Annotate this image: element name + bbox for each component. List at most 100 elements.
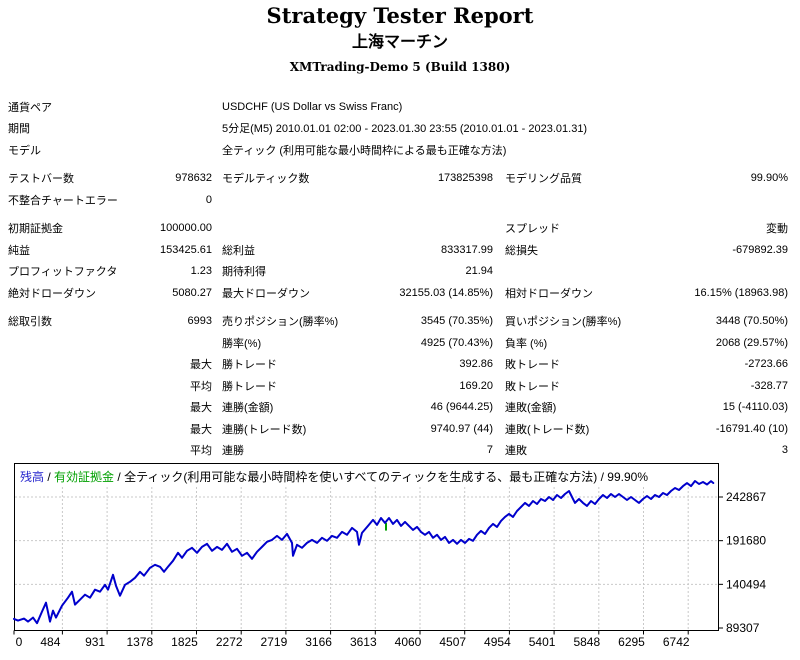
maxdrawdown-label: 最大ドローダウン: [222, 287, 310, 300]
x-axis-label: 3613: [350, 635, 377, 649]
legend-model-label: 全ティック(利用可能な最小時間枠を使いすべてのティックを生成する、最も正確な方法…: [124, 470, 648, 484]
spread-label: スプレッド: [505, 223, 560, 236]
bars-label: テストバー数: [8, 173, 74, 186]
grossprofit-value: 833317.99: [441, 243, 493, 256]
maxconwin-value: 46 (9644.25): [430, 401, 493, 414]
symbol-label: 通貨ペア: [8, 101, 52, 114]
chart-border: [14, 463, 719, 631]
page-title: Strategy Tester Report: [266, 3, 534, 28]
avgloss-value: -328.77: [750, 379, 788, 392]
x-axis-label: 2272: [216, 635, 243, 649]
avgconloss-value: 3: [781, 444, 788, 457]
largest-prefix: 最大: [190, 359, 212, 372]
avgwin-label: 勝トレード: [222, 380, 277, 393]
winrate-label: 勝率(%): [222, 337, 262, 350]
x-axis-label: 4507: [439, 635, 466, 649]
lossrate-label: 負率 (%): [505, 337, 548, 350]
shortpos-label: 売りポジション(勝率%): [222, 316, 339, 329]
avgconloss-label: 連敗: [505, 445, 527, 458]
period-label: 期間: [8, 123, 30, 136]
avgloss-label: 敗トレード: [505, 380, 560, 393]
chart-legend: 残高 / 有効証拠金 / 全ティック(利用可能な最小時間枠を使いすべてのティック…: [20, 468, 648, 485]
x-axis-label: 1378: [126, 635, 153, 649]
lossrate-value: 2068 (29.57%): [715, 336, 788, 349]
x-axis-label: 5401: [529, 635, 556, 649]
average-prefix: 平均: [190, 380, 212, 393]
y-axis-label: 242867: [726, 490, 766, 504]
profitfactor-label: プロフィットファクタ: [8, 266, 118, 279]
row-period: 期間 5分足(M5) 2010.01.01 02:00 - 2023.01.30…: [8, 118, 788, 140]
quality-label: モデリング品質: [505, 173, 582, 186]
longpos-value: 3448 (70.50%): [715, 315, 788, 328]
largestloss-value: -2723.66: [744, 358, 788, 371]
x-axis-label: 2719: [261, 635, 288, 649]
absdrawdown-label: 絶対ドローダウン: [8, 287, 96, 300]
netprofit-value: 153425.61: [160, 243, 212, 256]
legend-separator: /: [114, 470, 125, 484]
reldrawdown-value: 16.15% (18963.98): [694, 286, 788, 299]
y-axis-label: 140494: [726, 577, 766, 591]
maxconwincnt-value: 9740.97 (44): [430, 422, 493, 435]
maxconsec-prefix: 最大: [190, 402, 212, 415]
row-maxconsec-money: 最大 連勝(金額) 46 (9644.25) 連敗(金額) 15 (-4110.…: [8, 397, 788, 419]
model-value: 全ティック (利用可能な最小時間枠による最も正確な方法): [222, 144, 507, 157]
largestwin-label: 勝トレード: [222, 359, 277, 372]
row-profitfactor: プロフィットファクタ 1.23 期待利得 21.94: [8, 261, 788, 283]
maxdrawdown-value: 32155.03 (14.85%): [399, 286, 493, 299]
avgconsec-prefix: 平均: [190, 445, 212, 458]
row-totaltrades: 総取引数 6993 売りポジション(勝率%) 3545 (70.35%) 買いポ…: [8, 311, 788, 333]
x-axis-label: 4954: [484, 635, 511, 649]
expectedpayoff-value: 21.94: [465, 265, 493, 278]
row-drawdown: 絶対ドローダウン 5080.27 最大ドローダウン 32155.03 (14.8…: [8, 282, 788, 304]
totaltrades-value: 6993: [187, 315, 212, 328]
maxconseccnt-prefix: 最大: [190, 423, 212, 436]
x-axis-label: 5848: [573, 635, 600, 649]
maxconwincnt-label: 連勝(トレード数): [222, 423, 307, 436]
absdrawdown-value: 5080.27: [172, 286, 212, 299]
largestwin-value: 392.86: [459, 358, 493, 371]
x-axis-label: 484: [40, 635, 60, 649]
maxconlosscnt-value: -16791.40 (10): [715, 422, 788, 435]
row-symbol: 通貨ペア USDCHF (US Dollar vs Swiss Franc): [8, 96, 788, 118]
quality-value: 99.90%: [750, 172, 788, 185]
legend-balance-label: 残高: [20, 470, 45, 484]
row-winrate: 勝率(%) 4925 (70.43%) 負率 (%) 2068 (29.57%): [8, 332, 788, 354]
balance-chart: 残高 / 有効証拠金 / 全ティック(利用可能な最小時間枠を使いすべてのティック…: [0, 462, 800, 655]
x-axis-label: 931: [85, 635, 105, 649]
row-deposit: 初期証拠金 100000.00 スプレッド 変動: [8, 218, 788, 240]
maxconloss-label: 連敗(金額): [505, 402, 557, 415]
deposit-value: 100000.00: [160, 222, 212, 235]
x-axis-label: 1825: [171, 635, 198, 649]
ticks-value: 173825398: [437, 172, 493, 185]
x-axis-label: 3166: [305, 635, 332, 649]
row-model: モデル 全ティック (利用可能な最小時間枠による最も正確な方法): [8, 139, 788, 161]
row-average-trade: 平均 勝トレード 169.20 敗トレード -328.77: [8, 375, 788, 397]
totaltrades-label: 総取引数: [8, 316, 52, 329]
maxconlosscnt-label: 連敗(トレード数): [505, 423, 590, 436]
netprofit-label: 純益: [8, 244, 30, 257]
avgconwin-value: 7: [486, 444, 493, 457]
x-axis-label: 6742: [663, 635, 690, 649]
expectedpayoff-label: 期待利得: [222, 266, 266, 279]
legend-separator: /: [44, 470, 55, 484]
row-avgconsec: 平均 連勝 7 連敗 3: [8, 440, 788, 462]
row-netprofit: 純益 153425.61 総利益 833317.99 総損失 -679892.3…: [8, 239, 788, 261]
shortpos-value: 3545 (70.35%): [420, 315, 493, 328]
mismatch-value: 0: [205, 193, 212, 206]
grossloss-label: 総損失: [505, 244, 538, 257]
grossprofit-label: 総利益: [222, 244, 255, 257]
deposit-label: 初期証拠金: [8, 223, 63, 236]
strategy-name: 上海マーチン: [351, 34, 448, 51]
avgconwin-label: 連勝: [222, 445, 244, 458]
profitfactor-value: 1.23: [190, 265, 212, 278]
bars-value: 978632: [175, 172, 212, 185]
period-value: 5分足(M5) 2010.01.01 02:00 - 2023.01.30 23…: [222, 123, 588, 136]
ticks-label: モデルティック数: [222, 173, 310, 186]
x-axis-label: 6295: [618, 635, 645, 649]
y-axis-label: 89307: [726, 621, 760, 635]
mismatch-label: 不整合チャートエラー: [8, 194, 118, 207]
symbol-value: USDCHF (US Dollar vs Swiss Franc): [222, 100, 403, 113]
row-mismatch: 不整合チャートエラー 0: [8, 189, 788, 211]
winrate-value: 4925 (70.43%): [420, 336, 493, 349]
x-axis-label: 4060: [395, 635, 422, 649]
